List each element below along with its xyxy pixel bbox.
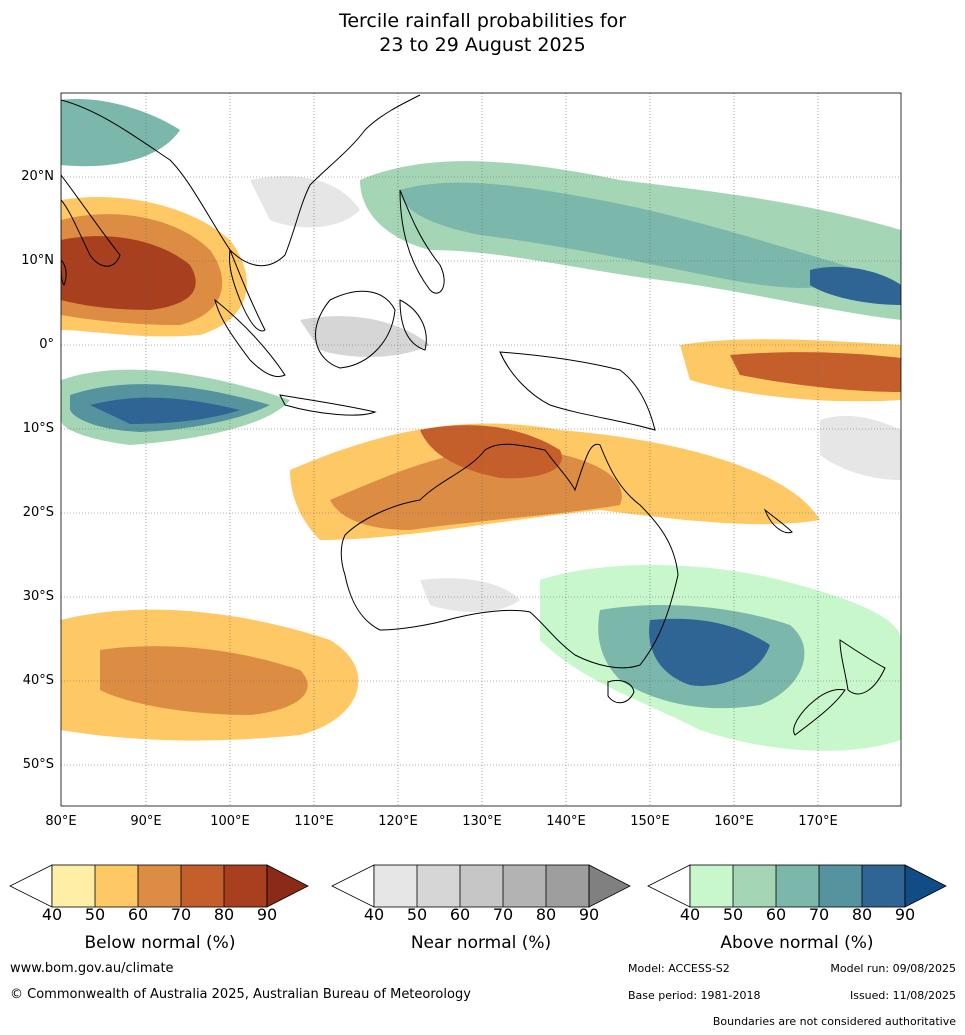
lat-tick-label: 20°N [21, 169, 54, 184]
colorbar-near-normal [331, 864, 631, 908]
lon-tick-label: 140°E [546, 814, 586, 829]
boundaries-disclaimer: Boundaries are not considered authoritat… [712, 1015, 956, 1028]
colorbar-above-normal [647, 864, 947, 908]
probability-field [61, 93, 901, 806]
colorbar-tick: 40 [363, 905, 385, 924]
colorbar-swatch [904, 864, 947, 908]
colorbar-swatch [52, 865, 95, 907]
graticule [61, 93, 901, 806]
lon-tick-label: 120°E [378, 814, 418, 829]
model-run-label: Model run: 09/08/2025 [830, 962, 956, 975]
copyright-text: © Commonwealth of Australia 2025, Austra… [10, 987, 471, 1002]
australia-outline [340, 443, 679, 669]
lat-tick-label: 50°S [22, 757, 54, 772]
colorbar-swatch [503, 865, 546, 907]
colorbar-tick: 80 [213, 905, 235, 924]
colorbar-tick: 50 [84, 905, 106, 924]
colorbar-swatch [374, 865, 417, 907]
base-period-label: Base period: 1981-2018 [628, 989, 761, 1002]
colorbar-tick: 50 [722, 905, 744, 924]
lon-tick-label: 90°E [130, 814, 162, 829]
borneo-outline [315, 290, 396, 369]
lat-tick-label: 20°S [22, 505, 54, 520]
new-guinea-outline [499, 351, 656, 431]
lon-tick-label: 150°E [630, 814, 670, 829]
lon-tick-label: 170°E [798, 814, 838, 829]
lat-tick-label: 10°S [22, 421, 54, 436]
colorbar-swatch [266, 864, 309, 908]
lon-tick-label: 80°E [45, 814, 77, 829]
colorbar-swatch [690, 865, 733, 907]
malay-peninsula-outline [229, 248, 266, 332]
tasmania-outline [607, 679, 635, 704]
model-label: Model: ACCESS-S2 [628, 962, 730, 975]
philippines-outline [399, 189, 445, 294]
colorbar-swatch [819, 865, 862, 907]
colorbar-tick: 40 [679, 905, 701, 924]
colorbar-tick: 80 [851, 905, 873, 924]
india-outline [61, 174, 121, 267]
coastlines [61, 94, 886, 736]
website-link[interactable]: www.bom.gov.au/climate [10, 961, 174, 976]
lat-tick-label: 10°N [21, 253, 54, 268]
colorbar-swatch [733, 865, 776, 907]
colorbar-swatch [138, 865, 181, 907]
map-frame [60, 92, 902, 807]
colorbar-tick: 90 [894, 905, 916, 924]
colorbar-swatch [862, 865, 905, 907]
lon-tick-label: 160°E [714, 814, 754, 829]
colorbar-tick: 60 [765, 905, 787, 924]
lat-tick-label: 40°S [22, 673, 54, 688]
colorbar-tick: 70 [808, 905, 830, 924]
asia-mainland-outline [61, 94, 421, 267]
colorbar-label-below: Below normal (%) [84, 933, 236, 953]
colorbar-tick: 60 [449, 905, 471, 924]
colorbar-label-above: Above normal (%) [720, 933, 874, 953]
colorbar-swatch [181, 865, 224, 907]
lon-tick-label: 100°E [210, 814, 250, 829]
lat-tick-label: 0° [39, 337, 54, 352]
colorbar-swatch [546, 865, 589, 907]
colorbar-label-near: Near normal (%) [410, 933, 552, 953]
lon-tick-label: 130°E [462, 814, 502, 829]
sumatra-outline [214, 298, 286, 377]
lat-tick-label: 30°S [22, 589, 54, 604]
nz-south-island [793, 689, 846, 736]
map-title-line1: Tercile rainfall probabilities for [338, 10, 627, 32]
java-outline [279, 394, 377, 416]
issued-label: Issued: 11/08/2025 [849, 989, 956, 1002]
map-title-line2: 23 to 29 August 2025 [379, 34, 586, 56]
colorbar-tick: 40 [41, 905, 63, 924]
colorbar-swatch [417, 865, 460, 907]
colorbar-swatch [776, 865, 819, 907]
colorbar-tick: 70 [492, 905, 514, 924]
colorbar-tick: 90 [256, 905, 278, 924]
colorbar-tick: 70 [170, 905, 192, 924]
colorbar-tick: 80 [535, 905, 557, 924]
nz-north-island [839, 639, 886, 695]
colorbar-tick: 50 [406, 905, 428, 924]
colorbar-swatch [588, 864, 631, 908]
lon-tick-label: 110°E [294, 814, 334, 829]
colorbar-below-normal [9, 864, 309, 908]
colorbar-tick: 60 [127, 905, 149, 924]
new-caledonia-outline [763, 508, 793, 534]
colorbar-swatch [95, 865, 138, 907]
colorbar-swatch [460, 865, 503, 907]
colorbar-swatch [224, 865, 267, 907]
sulawesi-outline [399, 299, 427, 351]
colorbar-tick: 90 [578, 905, 600, 924]
